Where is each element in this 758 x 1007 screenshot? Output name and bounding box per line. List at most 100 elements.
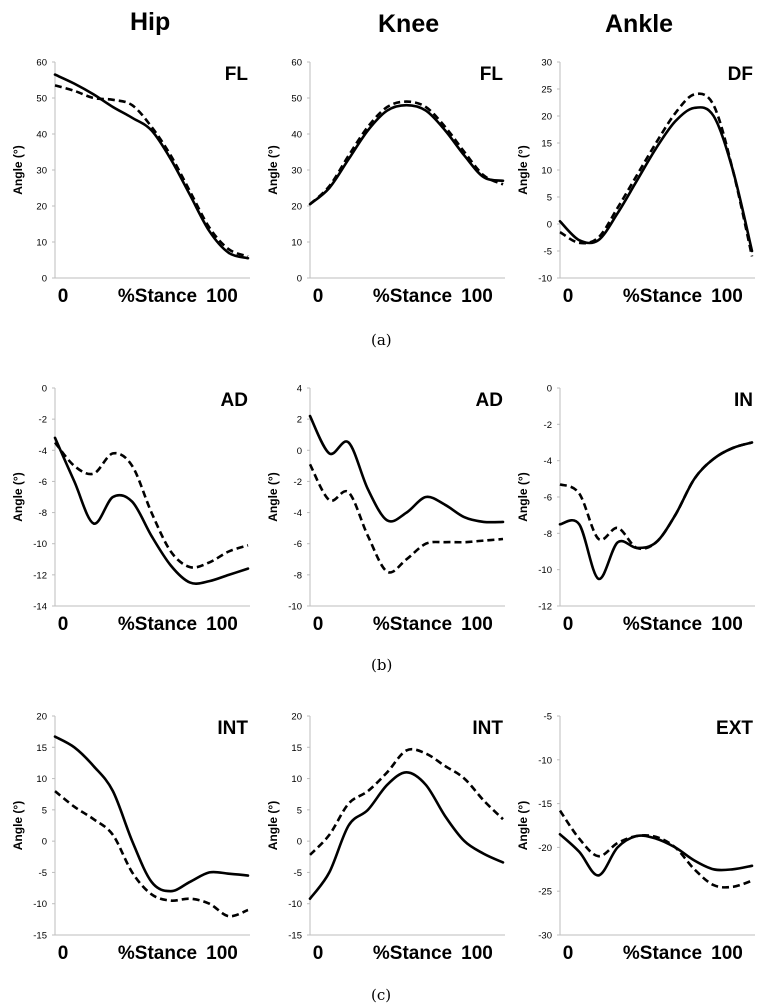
y-tick-label: -15 xyxy=(288,931,302,942)
series-line-solid xyxy=(53,436,250,585)
y-tick-label: 40 xyxy=(36,130,47,141)
y-tick-label: -2 xyxy=(39,415,47,426)
y-tick-label: -14 xyxy=(33,602,47,613)
y-tick-label: 0 xyxy=(42,384,47,395)
x-tick-label-start: 0 xyxy=(58,286,69,307)
caption-b: (b) xyxy=(371,656,393,674)
y-tick-label: 10 xyxy=(36,774,47,785)
y-tick-label: 0 xyxy=(547,384,552,395)
y-tick-label: -30 xyxy=(538,931,552,942)
y-tick-label: -2 xyxy=(544,420,552,431)
y-tick-label: 20 xyxy=(291,712,302,723)
x-tick-label-end: 100 xyxy=(711,614,743,635)
y-tick-label: -10 xyxy=(538,565,552,576)
x-axis-label: %Stance xyxy=(118,286,197,307)
caption-a: (a) xyxy=(371,331,392,349)
y-axis-label: Angle (°) xyxy=(11,801,25,850)
x-tick-label-start: 0 xyxy=(58,943,69,964)
panel-label: INT xyxy=(472,718,503,739)
series-line-dashed xyxy=(309,100,504,206)
x-tick-label-start: 0 xyxy=(58,614,69,635)
y-tick-label: 60 xyxy=(36,58,47,69)
y-tick-label: 10 xyxy=(541,166,552,177)
panel-label: AD xyxy=(476,390,503,411)
y-tick-label: 20 xyxy=(291,202,302,213)
y-tick-label: -10 xyxy=(538,274,552,285)
x-tick-label-end: 100 xyxy=(206,614,238,635)
panel-label: AD xyxy=(221,390,248,411)
y-tick-label: 15 xyxy=(291,743,302,754)
y-tick-label: 10 xyxy=(291,774,302,785)
y-axis-label: Angle (°) xyxy=(516,145,530,194)
y-tick-label: 50 xyxy=(291,94,302,105)
x-tick-label-end: 100 xyxy=(461,614,493,635)
series-line-solid xyxy=(558,106,754,253)
column-title-ankle: Ankle xyxy=(605,10,674,38)
series-line-dashed xyxy=(559,441,753,551)
y-axis-label: Angle (°) xyxy=(11,472,25,521)
y-tick-label: -10 xyxy=(288,602,302,613)
y-axis-label: Angle (°) xyxy=(266,145,280,194)
y-tick-label: 30 xyxy=(291,166,302,177)
y-tick-label: 0 xyxy=(297,274,302,285)
x-axis-label: %Stance xyxy=(623,614,702,635)
y-tick-label: -10 xyxy=(33,899,47,910)
y-tick-label: -6 xyxy=(294,539,302,550)
x-tick-label-start: 0 xyxy=(313,614,324,635)
y-tick-label: -10 xyxy=(288,899,302,910)
y-tick-label: 50 xyxy=(36,94,47,105)
y-tick-label: -25 xyxy=(538,887,552,898)
x-tick-label-end: 100 xyxy=(206,943,238,964)
y-tick-label: 15 xyxy=(36,743,47,754)
series-line-solid xyxy=(308,770,505,900)
y-tick-label: 5 xyxy=(42,805,47,816)
y-tick-label: -15 xyxy=(33,931,47,942)
column-title-hip: Hip xyxy=(130,8,171,36)
y-tick-label: -8 xyxy=(39,508,47,519)
y-tick-label: -5 xyxy=(544,712,552,723)
series-line-solid xyxy=(558,441,754,581)
caption-c: (c) xyxy=(371,986,392,1004)
x-axis-label: %Stance xyxy=(623,943,702,964)
series-line-solid xyxy=(308,414,505,524)
y-tick-label: -5 xyxy=(39,868,47,879)
y-tick-label: -4 xyxy=(39,446,47,457)
y-tick-label: 0 xyxy=(42,837,47,848)
series-line-solid xyxy=(558,833,754,877)
y-tick-label: -10 xyxy=(538,755,552,766)
panel-label: DF xyxy=(728,64,753,85)
y-tick-label: 0 xyxy=(42,274,47,285)
y-tick-label: -12 xyxy=(538,602,552,613)
series-line-dashed xyxy=(54,790,249,918)
y-tick-label: -4 xyxy=(294,508,302,519)
series-line-dashed xyxy=(53,441,249,569)
y-tick-label: -10 xyxy=(33,539,47,550)
y-axis-label: Angle (°) xyxy=(516,472,530,521)
y-tick-label: 15 xyxy=(541,139,552,150)
y-tick-label: 0 xyxy=(547,220,552,231)
y-tick-label: -20 xyxy=(538,843,552,854)
x-tick-label-end: 100 xyxy=(461,943,493,964)
x-tick-label-end: 100 xyxy=(711,943,743,964)
y-tick-label: 20 xyxy=(36,202,47,213)
y-tick-label: 25 xyxy=(541,85,552,96)
series-line-solid xyxy=(53,735,250,893)
y-tick-label: 0 xyxy=(297,837,302,848)
y-axis-label: Angle (°) xyxy=(266,801,280,850)
x-tick-label-start: 0 xyxy=(563,286,574,307)
series-line-dashed xyxy=(558,809,753,889)
x-axis-label: %Stance xyxy=(373,614,452,635)
series-line-dashed xyxy=(54,84,249,258)
y-tick-label: -8 xyxy=(544,529,552,540)
x-tick-label-end: 100 xyxy=(461,286,493,307)
y-tick-label: 30 xyxy=(36,166,47,177)
y-tick-label: -2 xyxy=(294,477,302,488)
series-line-solid xyxy=(53,73,250,260)
panel-label: IN xyxy=(734,390,753,411)
x-axis-label: %Stance xyxy=(623,286,702,307)
y-tick-label: -8 xyxy=(294,570,302,581)
y-tick-label: 20 xyxy=(36,712,47,723)
y-tick-label: 10 xyxy=(36,238,47,249)
y-axis-label: Angle (°) xyxy=(266,472,280,521)
x-tick-label-end: 100 xyxy=(711,286,743,307)
